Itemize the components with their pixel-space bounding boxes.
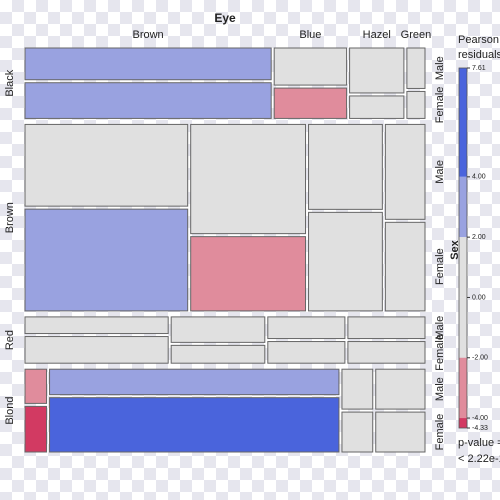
hair-label: Blond [4, 397, 16, 425]
tile [384, 123, 426, 220]
tile [308, 123, 383, 210]
sex-label: Male [434, 160, 446, 184]
tile [24, 316, 169, 335]
tile [24, 368, 48, 404]
legend-tick-label: 4.00 [472, 174, 486, 181]
legend-band [459, 418, 467, 428]
tile [24, 405, 48, 453]
tile [190, 236, 307, 312]
tile [341, 368, 374, 410]
tile [170, 316, 266, 343]
tile [406, 47, 426, 89]
sex-title: Sex [449, 239, 461, 259]
tile [406, 90, 426, 119]
tile [375, 411, 426, 453]
tile [384, 221, 426, 312]
tile [24, 47, 272, 81]
sex-label: Female [434, 334, 446, 371]
legend-title: residuals: [458, 49, 500, 61]
legend-band [459, 357, 467, 419]
p-value: < 2.22e-16 [458, 453, 500, 465]
legend-tick-label: -2.00 [472, 355, 488, 362]
legend-band [459, 68, 467, 177]
eye-label: Hazel [363, 29, 391, 41]
legend-band [459, 237, 467, 298]
tile [267, 316, 346, 340]
sex-label: Male [434, 377, 446, 401]
legend-band [459, 297, 467, 358]
hair-label: Black [4, 69, 16, 96]
legend-band [459, 176, 467, 238]
legend-tick-label: -4.33 [472, 425, 488, 432]
sex-label: Female [434, 87, 446, 124]
legend-tick-label: -4.00 [472, 415, 488, 422]
tile [273, 87, 348, 119]
tile [267, 341, 346, 364]
tile [349, 47, 405, 94]
p-value: p-value = [458, 437, 500, 449]
legend-title: Pearson [458, 34, 499, 46]
sex-label: Male [434, 316, 446, 340]
tile [349, 95, 405, 119]
tile [347, 316, 426, 340]
tile [170, 344, 266, 364]
hair-label: Red [4, 330, 16, 350]
sex-label: Female [434, 414, 446, 451]
legend-tick-label: 2.00 [472, 234, 486, 241]
tile [24, 336, 169, 364]
tile [375, 368, 426, 410]
sex-label: Male [434, 56, 446, 80]
chart-title: Eye [214, 11, 236, 25]
tile [341, 411, 374, 453]
tile [49, 368, 340, 396]
tile [190, 123, 307, 235]
tile [24, 82, 272, 119]
eye-label: Blue [299, 29, 321, 41]
tile [308, 211, 383, 312]
tile [347, 341, 426, 364]
eye-label: Brown [132, 29, 163, 41]
legend-tick-label: 7.61 [472, 65, 486, 72]
tile [24, 208, 189, 312]
legend-frame [458, 67, 468, 429]
legend-tick-label: 0.00 [472, 294, 486, 301]
sex-label: Female [434, 248, 446, 285]
hair-label: Brown [4, 202, 16, 233]
tile [273, 47, 348, 86]
eye-label: Green [401, 29, 432, 41]
tile [24, 123, 189, 207]
tile [49, 397, 340, 453]
